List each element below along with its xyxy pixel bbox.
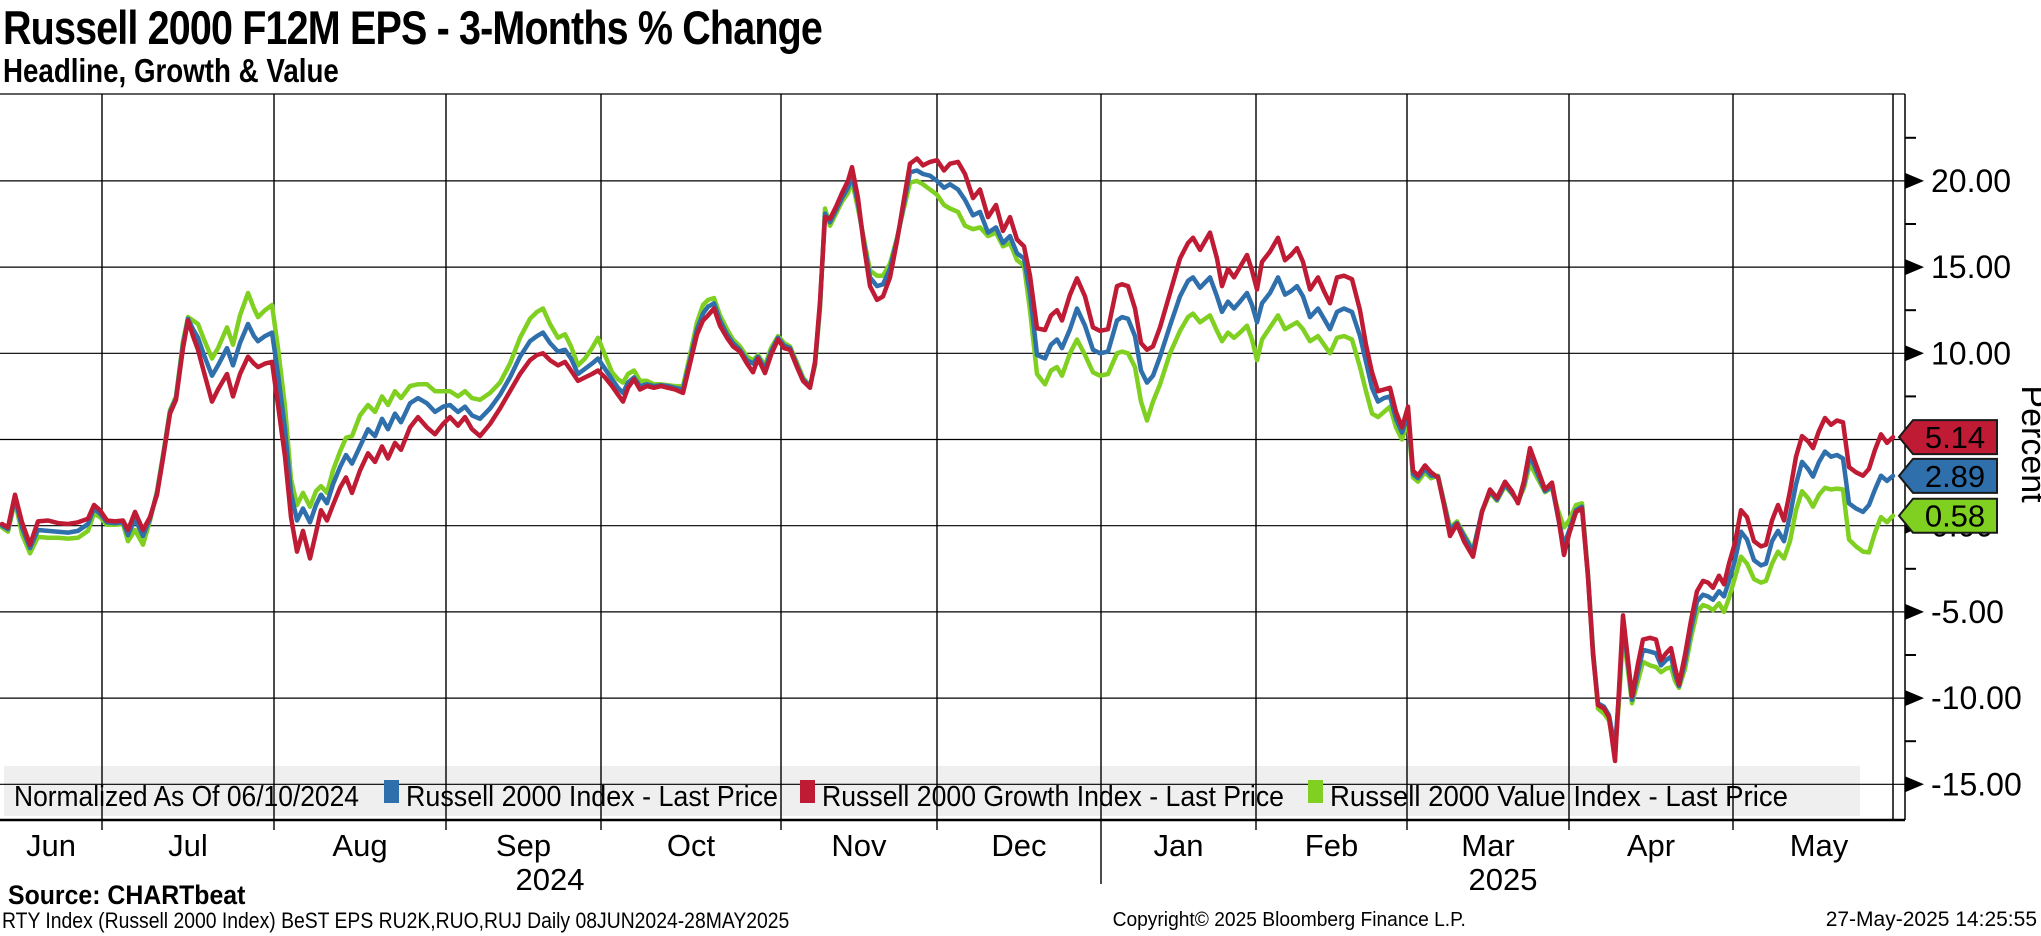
security-info: RTY Index (Russell 2000 Index) BeST EPS … bbox=[2, 908, 790, 933]
y-tick-label--5: -5.00 bbox=[1931, 594, 2004, 630]
month-label-sep: Sep bbox=[496, 828, 551, 863]
y-tick-label--15: -15.00 bbox=[1931, 766, 2022, 802]
legend-swatch-icon bbox=[1308, 780, 1323, 803]
y-tick-arrow-10 bbox=[1905, 345, 1924, 362]
month-label-nov: Nov bbox=[831, 828, 887, 863]
y-tick-arrow-15 bbox=[1905, 259, 1924, 276]
year-label-2024: 2024 bbox=[516, 862, 585, 897]
price-tag-2.89 bbox=[1897, 457, 1998, 494]
y-tick-arrow--5 bbox=[1905, 603, 1924, 620]
y-tick-label-20: 20.00 bbox=[1931, 163, 2011, 199]
source-label: Source: CHARTbeat bbox=[8, 880, 246, 910]
month-label-oct: Oct bbox=[667, 828, 716, 863]
legend-item-russell-2000-value-index-last-price: Russell 2000 Value Index - Last Price bbox=[1330, 781, 1788, 813]
y-tick-arrow-20 bbox=[1905, 172, 1924, 189]
legend-band bbox=[4, 766, 1860, 816]
y-tick-label-15: 15.00 bbox=[1931, 249, 2011, 285]
month-label-jan: Jan bbox=[1154, 828, 1204, 863]
chart-subtitle: Headline, Growth & Value bbox=[3, 52, 339, 89]
month-label-apr: Apr bbox=[1627, 828, 1675, 863]
price-tag-value: 2.89 bbox=[1925, 459, 1985, 494]
series-line-russell-2000-growth-index-last-price bbox=[0, 156, 1896, 764]
month-label-feb: Feb bbox=[1305, 828, 1358, 863]
legend-swatch-icon bbox=[384, 780, 399, 803]
month-label-mar: Mar bbox=[1461, 828, 1514, 863]
price-tag-value: 5.14 bbox=[1925, 420, 1985, 455]
legend-item-russell-2000-growth-index-last-price: Russell 2000 Growth Index - Last Price bbox=[822, 781, 1284, 813]
legend-normalized-note: Normalized As Of 06/10/2024 bbox=[14, 781, 359, 813]
year-label-2025: 2025 bbox=[1469, 862, 1538, 897]
month-label-aug: Aug bbox=[332, 828, 387, 863]
month-label-jun: Jun bbox=[26, 828, 76, 863]
month-label-jul: Jul bbox=[168, 828, 208, 863]
price-tag-5.14 bbox=[1897, 419, 1998, 456]
y-tick-arrow--15 bbox=[1905, 776, 1924, 793]
price-tag-value: 0.58 bbox=[1925, 499, 1985, 534]
month-label-may: May bbox=[1790, 828, 1849, 863]
legend-item-russell-2000-index-last-price: Russell 2000 Index - Last Price bbox=[406, 781, 778, 813]
price-tag-0.58 bbox=[1897, 497, 1998, 534]
y-tick-label-10: 10.00 bbox=[1931, 335, 2011, 371]
timestamp: 27-May-2025 14:25:55 bbox=[1825, 908, 2037, 931]
copyright-notice: Copyright© 2025 Bloomberg Finance L.P. bbox=[1112, 909, 1466, 931]
month-label-dec: Dec bbox=[991, 828, 1046, 863]
chart-title: Russell 2000 F12M EPS - 3-Months % Chang… bbox=[3, 1, 823, 54]
y-tick-arrow--10 bbox=[1905, 690, 1924, 707]
legend-swatch-icon bbox=[800, 780, 815, 803]
y-tick-label--10: -10.00 bbox=[1931, 680, 2022, 716]
y-axis-title-percent: Percent bbox=[2014, 385, 2041, 503]
